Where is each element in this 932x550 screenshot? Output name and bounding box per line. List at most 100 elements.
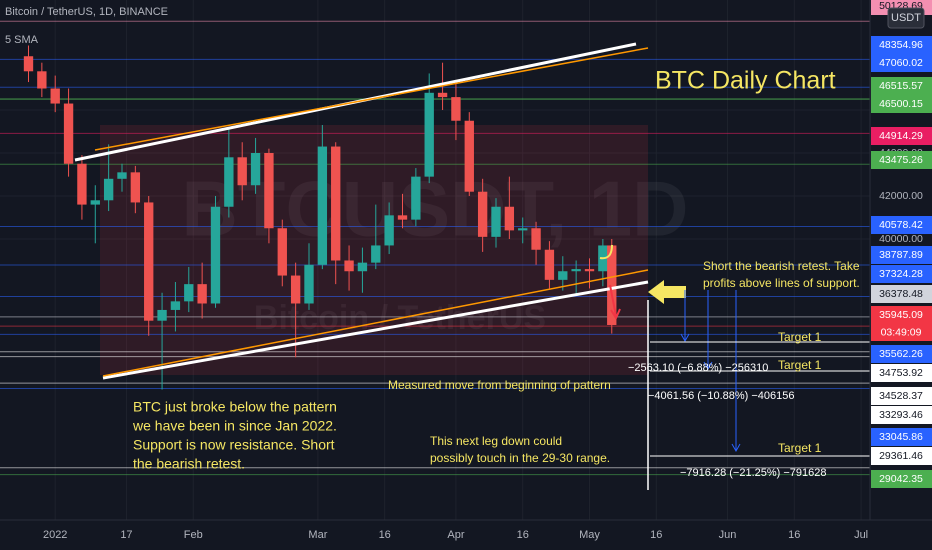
candle-body [397,215,408,220]
candle-body [90,200,100,205]
candle-body [50,88,60,104]
candle-body [464,120,474,192]
level-label: 44914.29 [879,130,923,142]
level-label: 50128.69 [879,0,923,12]
level-label-bg [871,36,932,54]
level-label: 37324.28 [879,268,923,280]
pointer-icon [648,280,686,304]
candle-body [144,202,154,321]
currency-box [887,7,925,29]
level-label: 35945.09 [879,309,923,321]
annotation-text: Short the bearish retest. Take [703,259,860,273]
level-label-bg [871,406,932,424]
candle-body [184,284,194,302]
candle-body [331,146,341,261]
annotation-text: −4061.56 (−10.88%) −406156 [648,390,795,402]
measure-arrow-head [731,443,741,453]
level-label: 46515.57 [879,80,923,92]
level-label-bg [871,285,932,303]
level-label-bg [871,54,932,72]
candle-body [304,264,314,304]
candle-body [477,191,488,237]
x-tick-label: Mar [308,529,327,541]
level-label: 40578.42 [879,219,923,231]
annotation-text: BTC just broke below the pattern [133,399,337,415]
candle-body [357,262,368,272]
candle-body [424,92,434,177]
level-label: 29361.46 [879,450,923,462]
candle-body [250,152,261,186]
candle-body [411,176,421,220]
candle-body [344,260,354,272]
countdown: 03:49:09 [881,326,922,338]
retest-curve [599,244,613,260]
candle-body [371,245,381,263]
level-label-bg [871,306,932,324]
channel-bottom-orange [102,269,649,377]
x-tick-label: 16 [379,529,391,541]
annotation-text: we have been in since Jan 2022. [132,418,337,434]
candles [23,45,617,390]
candle-body [451,97,461,121]
candle-body [558,271,568,280]
level-label-bg [871,246,932,264]
annotation-text: profits above lines of support. [703,276,860,290]
candle-body [518,228,528,231]
x-tick-label: 17 [120,529,132,541]
x-tick-label: May [579,529,600,541]
annotation-text: Measured move from beginning of pattern [388,378,611,392]
symbol-header: Bitcoin / TetherUS, 1D, BINANCE [5,6,168,18]
level-label-bg [871,428,932,446]
level-label: 46500.15 [879,98,923,110]
candle-body [157,309,167,321]
candle-body [130,172,141,203]
candle-body [437,92,448,98]
annotation-text: −2563.10 (−6.88%) −256310 [628,362,768,374]
annotation-text: −7916.28 (−21.25%) −791628 [680,467,827,479]
level-label-bg [871,345,932,363]
level-label-bg [871,265,932,283]
countdown-bg [871,324,932,341]
level-label-bg [871,216,932,234]
annotation-text: BTC Daily Chart [655,67,836,95]
channel-top-orange [94,47,649,151]
currency-label: USDT [891,12,921,24]
level-label: 33293.46 [879,409,923,421]
annotation-text: the bearish retest. [133,456,245,472]
candle-body [117,172,127,179]
level-label-bg [871,77,932,95]
level-label-bg [871,95,932,113]
red-arrow [609,284,617,317]
level-label-bg [871,387,932,405]
candle-body [531,228,541,250]
level-label: 33045.86 [879,431,923,443]
candle-body [544,249,555,280]
candle-body [63,103,74,164]
x-tick-label: 2022 [43,529,67,541]
candle-body [237,157,247,186]
level-label-bg [871,151,932,169]
y-tick-label: 40000.00 [879,233,923,245]
candle-body [224,157,234,207]
x-tick-label: Apr [447,529,464,541]
level-label: 29042.35 [879,473,923,485]
level-label-bg [871,470,932,488]
candle-body [23,56,34,72]
candle-body [37,71,47,89]
candle-body [170,301,181,310]
level-label: 43475.26 [879,154,923,166]
annotation-text: Target 1 [778,330,822,344]
annotations: BTC Daily Chart Short the bearish retest.… [132,67,860,479]
candle-body [384,215,394,246]
level-label: 38787.89 [879,249,923,261]
measure-arrow-head [703,361,713,371]
red-arrow-head [610,308,621,321]
candle-body [277,228,287,276]
candle-body [103,178,114,201]
level-label: 47060.02 [879,57,923,69]
level-label: 34528.37 [879,390,923,402]
level-label: 34753.92 [879,367,923,379]
candle-body [264,152,274,229]
